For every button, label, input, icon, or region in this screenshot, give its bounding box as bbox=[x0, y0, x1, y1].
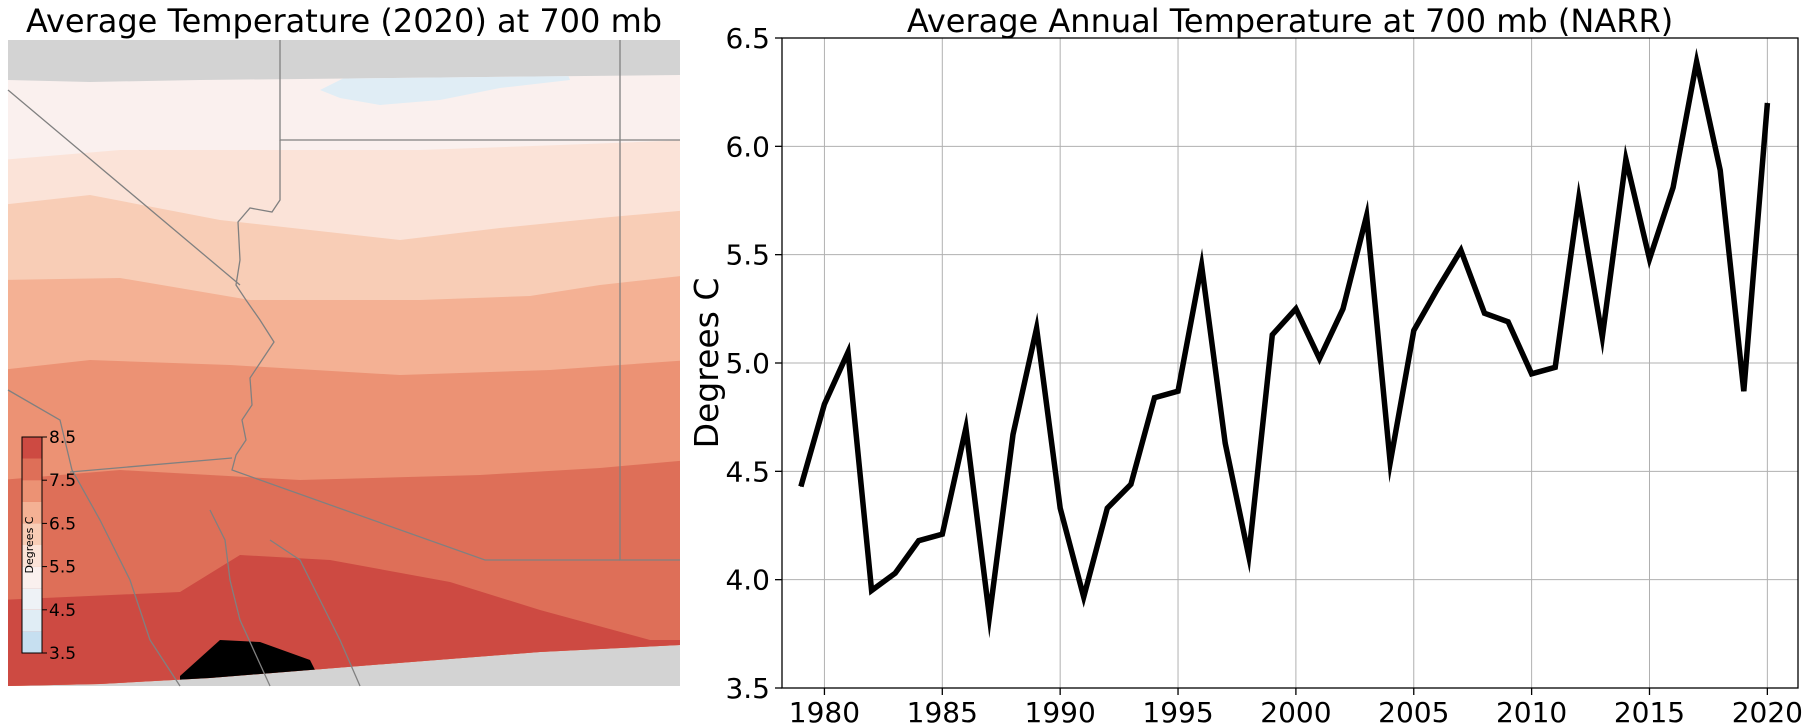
data-point bbox=[1531, 373, 1533, 375]
colorbar-tick-label: 5.5 bbox=[49, 558, 76, 578]
x-tick-label: 2000 bbox=[1260, 696, 1331, 728]
colorbar-tick-label: 4.5 bbox=[49, 601, 76, 621]
data-point bbox=[1507, 321, 1509, 323]
data-point bbox=[1648, 258, 1650, 260]
series-line bbox=[798, 47, 1771, 639]
data-point bbox=[823, 403, 825, 405]
data-point bbox=[1012, 434, 1014, 435]
y-tick-label: 6.0 bbox=[725, 130, 770, 163]
colorbar-tick-label: 7.5 bbox=[49, 471, 76, 491]
colorbar-segment bbox=[22, 437, 42, 459]
x-tick-label: 1990 bbox=[1025, 696, 1096, 728]
y-tick-label: 4.5 bbox=[725, 455, 770, 488]
colorbar: 3.5 4.5 5.5 6.5 7.5 8.5 Degrees C bbox=[21, 428, 76, 664]
data-point bbox=[1366, 215, 1368, 217]
data-point bbox=[1554, 366, 1556, 368]
x-tick-label: 2015 bbox=[1614, 696, 1685, 728]
y-tick-label: 5.0 bbox=[725, 347, 770, 380]
data-point bbox=[1460, 249, 1462, 251]
data-point bbox=[1696, 61, 1698, 63]
line-chart: 1980 1985 1990 1995 2000 2005 2010 2015 2020 3.5… bbox=[687, 22, 1803, 728]
data-point bbox=[1177, 390, 1179, 392]
data-point bbox=[1578, 197, 1580, 199]
colorbar-segment bbox=[22, 566, 42, 589]
data-point bbox=[894, 572, 896, 574]
colorbar-tick-label: 6.5 bbox=[49, 514, 76, 534]
colorbar-segment bbox=[22, 588, 42, 610]
data-point bbox=[1201, 265, 1203, 266]
data-point bbox=[1483, 312, 1485, 314]
colorbar-segment bbox=[22, 631, 42, 653]
data-point bbox=[1625, 158, 1627, 160]
data-point bbox=[1224, 442, 1226, 444]
x-tick-label: 1980 bbox=[789, 696, 860, 728]
y-tick-label: 6.5 bbox=[725, 22, 770, 55]
y-axis: 3.5 4.0 4.5 5.0 5.5 6.0 6.5 bbox=[725, 22, 782, 705]
colorbar-frame bbox=[21, 436, 43, 654]
data-point bbox=[1153, 397, 1155, 399]
data-point bbox=[1672, 187, 1674, 188]
data-point bbox=[941, 533, 943, 535]
data-point bbox=[918, 540, 920, 542]
data-point bbox=[1130, 483, 1132, 485]
colorbar-segment bbox=[22, 501, 42, 524]
state-borders bbox=[7, 40, 680, 687]
data-point bbox=[1436, 288, 1438, 290]
colorbar-segment bbox=[22, 480, 42, 502]
chart-title: Average Annual Temperature at 700 mb (NA… bbox=[906, 2, 1674, 40]
data-point bbox=[1413, 330, 1415, 331]
map-title: Average Temperature (2020) at 700 mb bbox=[25, 2, 663, 40]
data-point bbox=[1248, 555, 1250, 557]
data-point bbox=[871, 590, 873, 591]
colorbar-tick-label: 8.5 bbox=[49, 428, 76, 448]
colorbar-segment bbox=[22, 523, 42, 545]
data-point bbox=[1295, 308, 1297, 310]
data-point bbox=[1719, 169, 1721, 171]
data-point bbox=[1342, 308, 1344, 310]
data-point bbox=[1083, 596, 1085, 598]
data-point bbox=[847, 351, 849, 353]
colorbar-label: Degrees C bbox=[23, 516, 36, 573]
data-point bbox=[965, 427, 967, 429]
data-point bbox=[988, 616, 990, 617]
data-point bbox=[1036, 327, 1038, 329]
colorbar-segment bbox=[22, 458, 42, 481]
grid bbox=[782, 37, 1798, 689]
y-tick-label: 5.5 bbox=[725, 239, 770, 272]
temp-band-1 bbox=[320, 75, 570, 105]
x-axis: 1980 1985 1990 1995 2000 2005 2010 2015 2020 bbox=[789, 688, 1803, 728]
map-panel: 3.5 4.5 5.5 6.5 7.5 8.5 Degrees C bbox=[7, 40, 680, 687]
y-tick-label: 3.5 bbox=[725, 672, 770, 705]
data-point bbox=[1106, 507, 1108, 509]
data-point bbox=[1271, 334, 1273, 336]
series-layer bbox=[798, 47, 1771, 639]
y-axis-label: Degrees C bbox=[687, 278, 726, 449]
y-tick-label: 4.0 bbox=[725, 564, 770, 597]
data-point bbox=[800, 486, 802, 487]
data-point bbox=[1059, 507, 1061, 509]
x-tick-label: 2010 bbox=[1496, 696, 1567, 728]
colorbar-tick-label: 3.5 bbox=[49, 644, 76, 664]
data-point bbox=[1743, 390, 1745, 392]
data-point bbox=[1318, 358, 1320, 360]
data-point bbox=[1601, 336, 1603, 338]
x-tick-label: 2020 bbox=[1732, 696, 1803, 728]
colorbar-segment bbox=[22, 609, 42, 632]
x-tick-label: 1985 bbox=[907, 696, 978, 728]
colorbar-segment bbox=[22, 545, 42, 567]
data-point bbox=[1766, 102, 1768, 104]
data-point bbox=[1389, 462, 1391, 464]
x-tick-label: 2005 bbox=[1378, 696, 1449, 728]
x-tick-label: 1995 bbox=[1142, 696, 1213, 728]
